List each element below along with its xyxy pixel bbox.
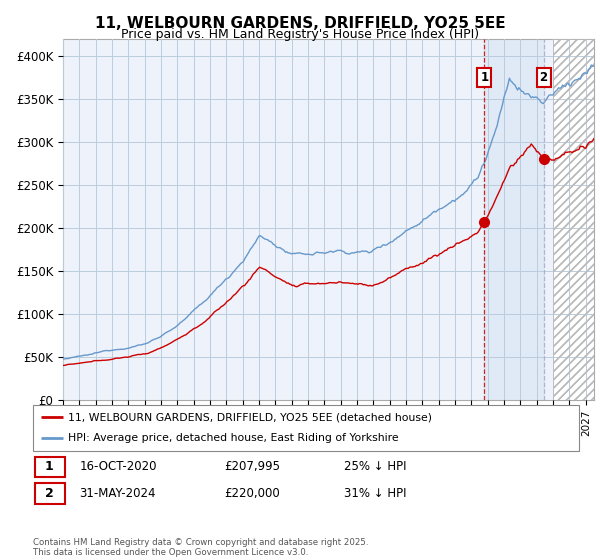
Text: 2: 2 xyxy=(45,487,54,500)
Text: 1: 1 xyxy=(481,72,488,85)
Text: 11, WELBOURN GARDENS, DRIFFIELD, YO25 5EE: 11, WELBOURN GARDENS, DRIFFIELD, YO25 5E… xyxy=(95,16,505,31)
Text: 2: 2 xyxy=(539,72,548,85)
FancyBboxPatch shape xyxy=(35,483,65,503)
FancyBboxPatch shape xyxy=(33,405,579,451)
Text: £207,995: £207,995 xyxy=(224,460,280,473)
Text: 25% ↓ HPI: 25% ↓ HPI xyxy=(344,460,407,473)
Bar xyxy=(553,39,594,400)
Text: 11, WELBOURN GARDENS, DRIFFIELD, YO25 5EE (detached house): 11, WELBOURN GARDENS, DRIFFIELD, YO25 5E… xyxy=(68,412,433,422)
Bar xyxy=(553,39,594,400)
Text: 1: 1 xyxy=(45,460,54,473)
Bar xyxy=(553,39,594,400)
Text: Price paid vs. HM Land Registry's House Price Index (HPI): Price paid vs. HM Land Registry's House … xyxy=(121,28,479,41)
Text: 31% ↓ HPI: 31% ↓ HPI xyxy=(344,487,407,500)
Text: 31-MAY-2024: 31-MAY-2024 xyxy=(79,487,156,500)
FancyBboxPatch shape xyxy=(35,457,65,477)
Bar xyxy=(484,39,544,400)
Text: Contains HM Land Registry data © Crown copyright and database right 2025.
This d: Contains HM Land Registry data © Crown c… xyxy=(33,538,368,557)
Text: 16-OCT-2020: 16-OCT-2020 xyxy=(79,460,157,473)
Text: £220,000: £220,000 xyxy=(224,487,280,500)
Text: HPI: Average price, detached house, East Riding of Yorkshire: HPI: Average price, detached house, East… xyxy=(68,433,399,444)
